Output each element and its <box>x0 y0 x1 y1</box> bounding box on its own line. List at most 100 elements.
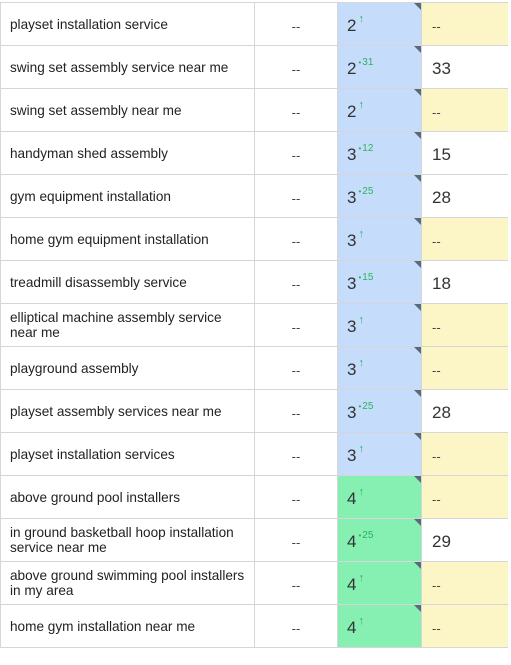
volume-cell[interactable]: 29 <box>421 518 509 562</box>
rank-cell[interactable]: 4 ↑ <box>337 604 422 648</box>
rank-value: 3 <box>347 274 357 293</box>
rank-cell[interactable]: 3 •25 <box>337 389 422 433</box>
rank-change: •31 <box>358 57 373 68</box>
table-row[interactable]: treadmill disassembly service -- 3 •15 18 <box>0 260 509 304</box>
volume-cell[interactable]: 33 <box>421 45 509 89</box>
keyword-cell[interactable]: in ground basketball hoop installation s… <box>0 518 255 562</box>
rank-change: •15 <box>358 272 373 283</box>
rank-cell[interactable]: 4 ↑ <box>337 561 422 605</box>
keyword-table-body: playset installation service -- 2 ↑ -- swing … <box>0 2 509 648</box>
table-row[interactable]: above ground pool installers -- 4 ↑ -- <box>0 475 509 519</box>
keyword-cell[interactable]: swing set assembly service near me <box>0 45 255 89</box>
rank-cell[interactable]: 2 ↑ <box>337 88 422 132</box>
cell-note-corner-icon <box>414 433 421 440</box>
keyword-cell[interactable]: playset installation service <box>0 2 255 46</box>
rank-up-arrow-icon: ↑ <box>358 443 364 455</box>
rank-cell[interactable]: 3 •15 <box>337 260 422 304</box>
cell-note-corner-icon <box>414 304 421 311</box>
table-row[interactable]: elliptical machine assembly service near… <box>0 303 509 347</box>
rank-value: 4 <box>347 489 357 508</box>
table-row[interactable]: swing set assembly service near me -- 2 •31… <box>0 45 509 89</box>
cell-note-corner-icon <box>414 261 421 268</box>
rank-cell[interactable]: 3 •25 <box>337 174 422 218</box>
rank-value: 3 <box>347 360 357 379</box>
table-row[interactable]: playground assembly -- 3 ↑ -- <box>0 346 509 390</box>
keyword-cell[interactable]: swing set assembly near me <box>0 88 255 132</box>
table-row[interactable]: playset installation service -- 2 ↑ -- <box>0 2 509 46</box>
rank-change: •25 <box>358 401 373 412</box>
keyword-cell[interactable]: home gym equipment installation <box>0 217 255 261</box>
keyword-cell[interactable]: elliptical machine assembly service near… <box>0 303 255 347</box>
table-row[interactable]: home gym installation near me -- 4 ↑ -- <box>0 604 509 648</box>
rank-cell[interactable]: 3 ↑ <box>337 303 422 347</box>
previous-rank-cell: -- <box>254 518 338 562</box>
rank-change-value: 31 <box>362 57 374 68</box>
rank-change-dot-icon: • <box>358 144 362 153</box>
volume-cell[interactable]: -- <box>421 432 509 476</box>
rank-value: 3 <box>347 231 357 250</box>
volume-cell[interactable]: -- <box>421 475 509 519</box>
keyword-cell[interactable]: handyman shed assembly <box>0 131 255 175</box>
rank-up-arrow-icon: ↑ <box>358 357 364 369</box>
rank-change-dot-icon: • <box>358 273 362 282</box>
volume-cell[interactable]: 15 <box>421 131 509 175</box>
keyword-cell[interactable]: playset installation services <box>0 432 255 476</box>
volume-cell[interactable]: -- <box>421 346 509 390</box>
rank-cell[interactable]: 3 ↑ <box>337 346 422 390</box>
rank-cell[interactable]: 3 ↑ <box>337 432 422 476</box>
volume-cell[interactable]: -- <box>421 303 509 347</box>
volume-cell[interactable]: -- <box>421 88 509 132</box>
previous-rank-cell: -- <box>254 2 338 46</box>
table-row[interactable]: playset installation services -- 3 ↑ -- <box>0 432 509 476</box>
volume-cell[interactable]: -- <box>421 604 509 648</box>
rank-value: 3 <box>347 145 357 164</box>
rank-cell[interactable]: 2 ↑ <box>337 2 422 46</box>
rank-change-dot-icon: • <box>358 58 362 67</box>
table-row[interactable]: handyman shed assembly -- 3 •12 15 <box>0 131 509 175</box>
previous-rank-cell: -- <box>254 45 338 89</box>
table-row[interactable]: gym equipment installation -- 3 •25 28 <box>0 174 509 218</box>
rank-up-arrow-icon: ↑ <box>358 486 364 498</box>
volume-cell[interactable]: -- <box>421 217 509 261</box>
rank-change-value: 25 <box>362 186 374 197</box>
rank-up-arrow-icon: ↑ <box>358 314 364 326</box>
keyword-cell[interactable]: playground assembly <box>0 346 255 390</box>
volume-cell[interactable]: -- <box>421 2 509 46</box>
volume-cell[interactable]: 18 <box>421 260 509 304</box>
table-row[interactable]: in ground basketball hoop installation s… <box>0 518 509 562</box>
volume-cell[interactable]: 28 <box>421 174 509 218</box>
cell-note-corner-icon <box>414 562 421 569</box>
table-row[interactable]: swing set assembly near me -- 2 ↑ -- <box>0 88 509 132</box>
cell-note-corner-icon <box>414 175 421 182</box>
volume-cell[interactable]: 28 <box>421 389 509 433</box>
rank-cell[interactable]: 3 •12 <box>337 131 422 175</box>
cell-note-corner-icon <box>414 519 421 526</box>
keyword-cell[interactable]: home gym installation near me <box>0 604 255 648</box>
rank-value: 3 <box>347 188 357 207</box>
keyword-cell[interactable]: gym equipment installation <box>0 174 255 218</box>
table-row[interactable]: above ground swimming pool installers in… <box>0 561 509 605</box>
rank-value: 3 <box>347 403 357 422</box>
keyword-cell[interactable]: playset assembly services near me <box>0 389 255 433</box>
rank-value: 3 <box>347 317 357 336</box>
table-row[interactable]: home gym equipment installation -- 3 ↑ -- <box>0 217 509 261</box>
rank-cell[interactable]: 2 •31 <box>337 45 422 89</box>
volume-cell[interactable]: -- <box>421 561 509 605</box>
rank-change-value: 15 <box>362 272 374 283</box>
table-row[interactable]: playset assembly services near me -- 3 •25 2… <box>0 389 509 433</box>
previous-rank-cell: -- <box>254 346 338 390</box>
previous-rank-cell: -- <box>254 389 338 433</box>
rank-change-value: 25 <box>362 401 374 412</box>
keyword-cell[interactable]: above ground swimming pool installers in… <box>0 561 255 605</box>
rank-value: 4 <box>347 575 357 594</box>
keyword-cell[interactable]: treadmill disassembly service <box>0 260 255 304</box>
cell-note-corner-icon <box>414 132 421 139</box>
keyword-cell[interactable]: above ground pool installers <box>0 475 255 519</box>
rank-cell[interactable]: 4 ↑ <box>337 475 422 519</box>
cell-note-corner-icon <box>414 605 421 612</box>
cell-note-corner-icon <box>414 218 421 225</box>
rank-cell[interactable]: 4 •25 <box>337 518 422 562</box>
rank-cell[interactable]: 3 ↑ <box>337 217 422 261</box>
previous-rank-cell: -- <box>254 303 338 347</box>
